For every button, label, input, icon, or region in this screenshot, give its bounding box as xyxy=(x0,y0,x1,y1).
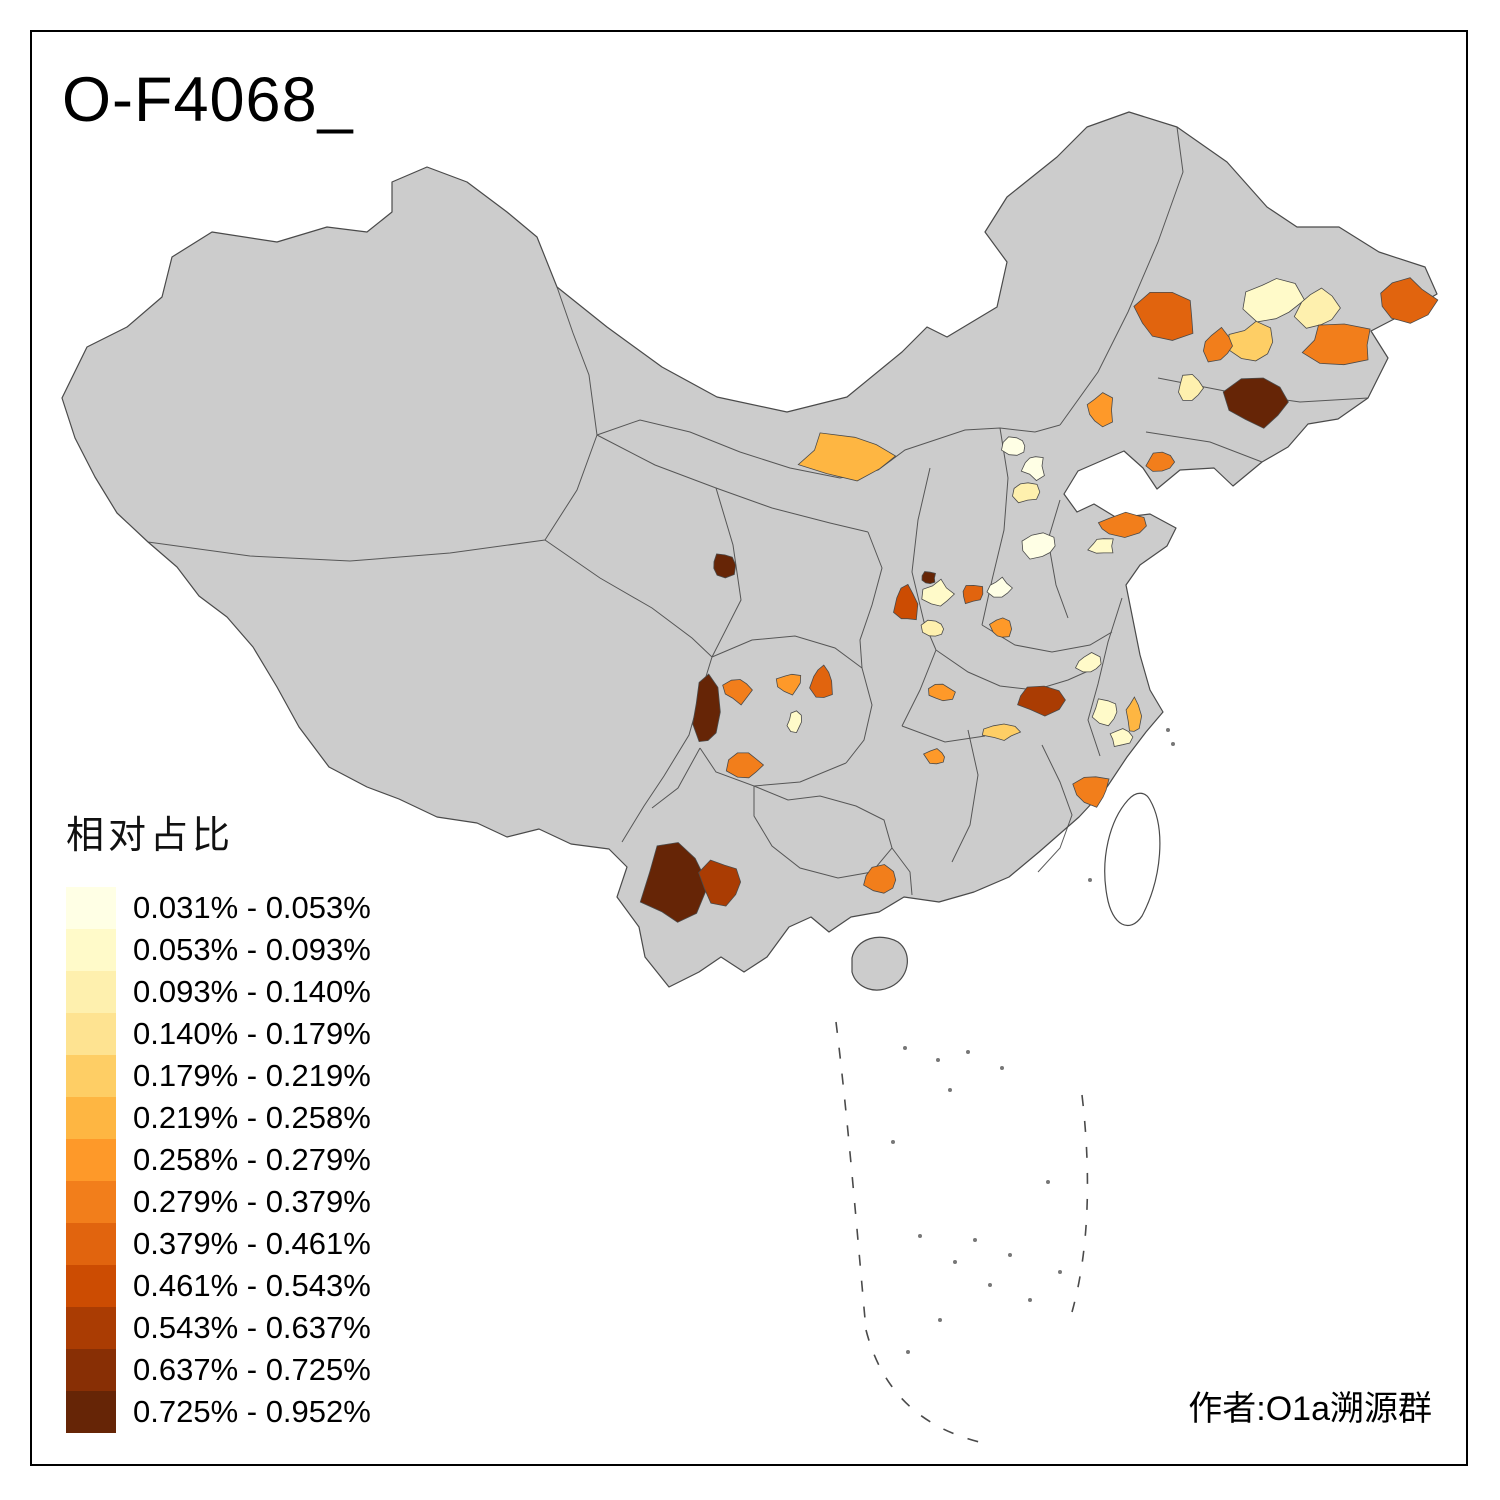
legend-label: 0.093% - 0.140% xyxy=(133,974,371,1009)
map-region xyxy=(928,683,956,702)
colored-regions xyxy=(639,277,1439,923)
map-region xyxy=(921,571,936,585)
legend-entry: 0.093% - 0.140% xyxy=(66,971,371,1013)
legend-swatch xyxy=(66,1181,116,1223)
map-region xyxy=(981,723,1022,741)
map-region xyxy=(1301,323,1371,366)
legend-swatch xyxy=(66,1265,116,1307)
map-region xyxy=(1178,374,1204,401)
legend-swatch xyxy=(66,971,116,1013)
map-region xyxy=(923,748,945,765)
map-region xyxy=(797,432,897,482)
legend-swatch xyxy=(66,1349,116,1391)
legend-label: 0.637% - 0.725% xyxy=(133,1352,371,1387)
map-region xyxy=(921,578,956,607)
map-region xyxy=(863,864,897,894)
map-region xyxy=(1020,456,1045,482)
map-region xyxy=(713,553,737,579)
mainland-outline xyxy=(61,111,1438,988)
map-region xyxy=(1222,377,1289,429)
map-region xyxy=(1017,685,1066,717)
legend-swatch xyxy=(66,1013,116,1055)
map-region xyxy=(1293,287,1341,329)
legend-entry: 0.053% - 0.093% xyxy=(66,929,371,971)
legend-swatch xyxy=(66,1391,116,1433)
legend-entry: 0.461% - 0.543% xyxy=(66,1265,371,1307)
legend-entry: 0.725% - 0.952% xyxy=(66,1391,371,1433)
legend-swatch xyxy=(66,887,116,929)
map-region xyxy=(1097,511,1147,538)
legend-swatch xyxy=(66,1223,116,1265)
legend-swatch xyxy=(66,1139,116,1181)
legend-label: 0.219% - 0.258% xyxy=(133,1100,371,1135)
legend-entry: 0.140% - 0.179% xyxy=(66,1013,371,1055)
map-region xyxy=(1125,696,1143,732)
legend: 相对占比 0.031% - 0.053% 0.053% - 0.093% 0.093… xyxy=(66,804,371,1433)
legend-swatch xyxy=(66,929,116,971)
map-region xyxy=(986,576,1013,598)
legend-swatch xyxy=(66,1055,116,1097)
page-title: O-F4068_ xyxy=(62,65,354,135)
south-china-sea-islands xyxy=(891,728,1175,1354)
legend-label: 0.053% - 0.093% xyxy=(133,932,371,967)
legend-title: 相对占比 xyxy=(66,815,235,857)
map-region xyxy=(698,859,742,907)
map-region xyxy=(725,752,765,779)
map-region xyxy=(1145,451,1176,472)
map-region xyxy=(988,617,1013,638)
hainan-island xyxy=(851,936,908,991)
map-region xyxy=(1074,652,1102,673)
map-region xyxy=(1109,728,1134,747)
legend-entries: 0.031% - 0.053% 0.053% - 0.093% 0.093% - 0… xyxy=(66,887,371,1433)
map-region xyxy=(722,679,753,706)
map-region xyxy=(1242,278,1306,323)
taiwan-island xyxy=(1104,792,1161,927)
map-region xyxy=(1133,291,1194,341)
legend-label: 0.258% - 0.279% xyxy=(133,1142,371,1177)
map-region xyxy=(1202,326,1233,363)
map-region xyxy=(775,673,802,696)
map-region xyxy=(1086,392,1114,428)
legend-label: 0.543% - 0.637% xyxy=(133,1310,371,1345)
map-region xyxy=(1021,532,1056,560)
legend-swatch xyxy=(66,1307,116,1349)
legend-label: 0.179% - 0.219% xyxy=(133,1058,371,1093)
map-region xyxy=(786,710,802,734)
legend-swatch xyxy=(66,1097,116,1139)
map-region xyxy=(1012,482,1041,504)
legend-entry: 0.543% - 0.637% xyxy=(66,1307,371,1349)
map-region xyxy=(1001,436,1026,456)
map-region xyxy=(639,842,709,923)
legend-entry: 0.031% - 0.053% xyxy=(66,887,371,929)
nine-dash-line xyxy=(835,1021,1089,1445)
legend-entry: 0.179% - 0.219% xyxy=(66,1055,371,1097)
legend-label: 0.140% - 0.179% xyxy=(133,1016,371,1051)
map-region xyxy=(809,664,833,698)
legend-entry: 0.379% - 0.461% xyxy=(66,1223,371,1265)
legend-label: 0.725% - 0.952% xyxy=(133,1394,371,1429)
legend-entry: 0.258% - 0.279% xyxy=(66,1139,371,1181)
legend-label: 0.379% - 0.461% xyxy=(133,1226,371,1261)
map-region xyxy=(692,673,721,743)
legend-label: 0.279% - 0.379% xyxy=(133,1184,371,1219)
map-region xyxy=(893,583,919,621)
map-region xyxy=(1380,277,1439,324)
legend-label: 0.031% - 0.053% xyxy=(133,890,371,925)
legend-entry: 0.219% - 0.258% xyxy=(66,1097,371,1139)
map-region xyxy=(1091,698,1118,727)
map-region xyxy=(1087,538,1114,554)
map-region xyxy=(962,584,984,605)
legend-label: 0.461% - 0.543% xyxy=(133,1268,371,1303)
legend-entry: 0.279% - 0.379% xyxy=(66,1181,371,1223)
map-region xyxy=(1072,776,1110,808)
map-region xyxy=(920,619,945,637)
legend-entry: 0.637% - 0.725% xyxy=(66,1349,371,1391)
attribution: 作者:O1a溯源群 xyxy=(1188,1390,1432,1428)
